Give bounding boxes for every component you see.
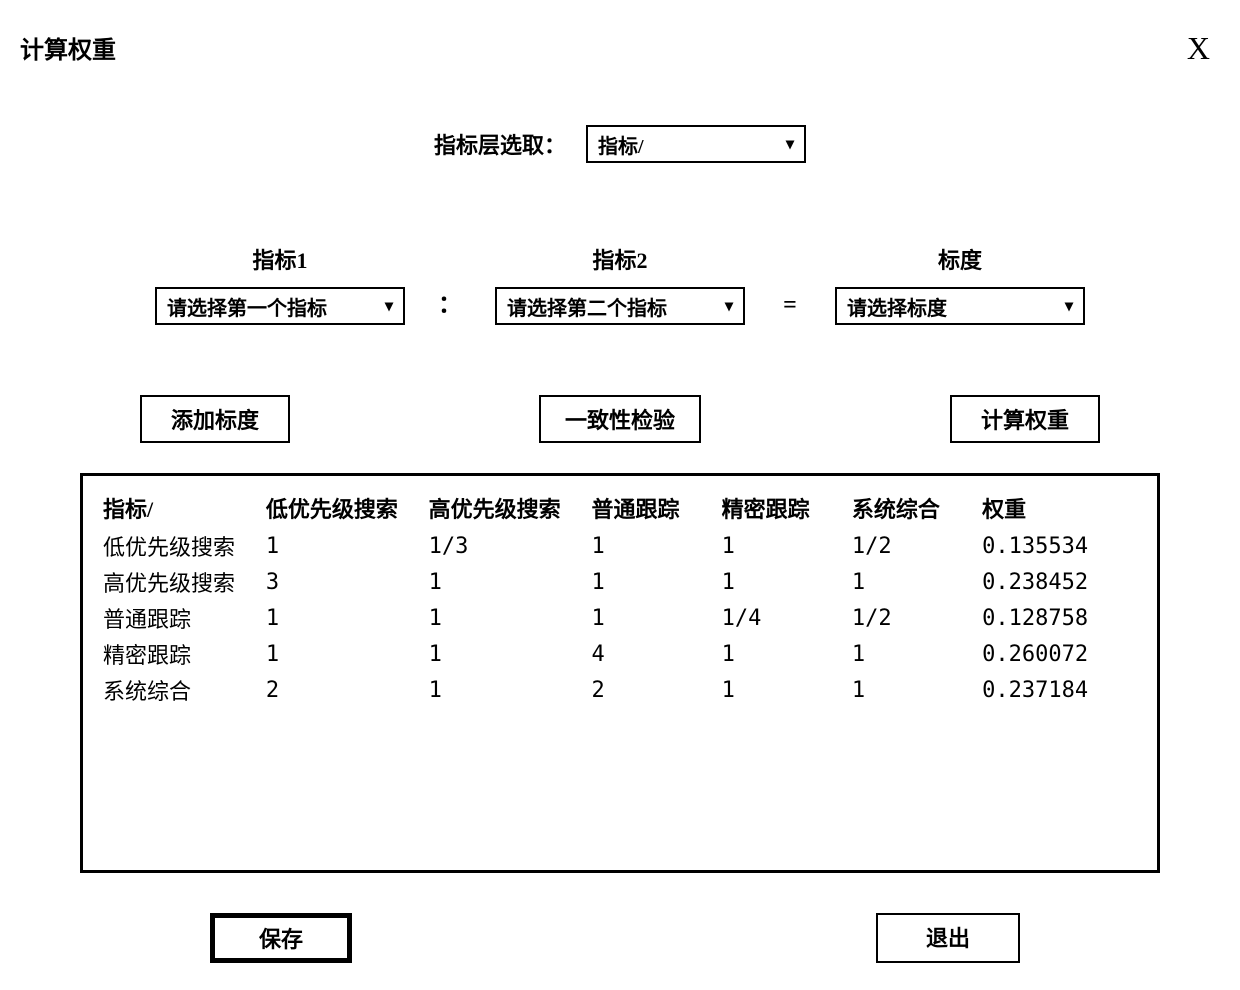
chevron-down-icon: ▾ — [786, 134, 794, 154]
table-cell: 低优先级搜索 — [99, 528, 262, 564]
table-cell: 1 — [425, 672, 588, 708]
indicator2-header: 指标2 — [592, 243, 647, 275]
indicator2-dropdown[interactable]: 请选择第二个指标 ▾ — [495, 287, 745, 325]
equals-symbol: = — [775, 292, 805, 325]
table-cell: 1 — [718, 564, 848, 600]
table-cell: 3 — [262, 564, 425, 600]
indicator2-col: 指标2 请选择第二个指标 ▾ — [495, 243, 745, 325]
table-header-row: 指标/低优先级搜索高优先级搜索普通跟踪精密跟踪系统综合权重 — [99, 488, 1141, 528]
table-header-cell: 指标/ — [99, 488, 262, 528]
table-cell: 高优先级搜索 — [99, 564, 262, 600]
table-cell: 1 — [425, 564, 588, 600]
table-cell: 1/4 — [718, 600, 848, 636]
table-header-cell: 高优先级搜索 — [425, 488, 588, 528]
indicator1-placeholder: 请选择第一个指标 — [167, 292, 327, 321]
table-cell: 1 — [718, 672, 848, 708]
table-cell: 1 — [718, 636, 848, 672]
table-cell: 2 — [587, 672, 717, 708]
table-row: 系统综合212110.237184 — [99, 672, 1141, 708]
consistency-check-button[interactable]: 一致性检验 — [539, 395, 701, 443]
calc-weight-button[interactable]: 计算权重 — [950, 395, 1100, 443]
indicator1-dropdown[interactable]: 请选择第一个指标 ▾ — [155, 287, 405, 325]
table-cell: 精密跟踪 — [99, 636, 262, 672]
table-cell: 1/2 — [848, 600, 978, 636]
colon-symbol: ： — [435, 284, 465, 325]
table-cell: 1/3 — [425, 528, 588, 564]
table-header-cell: 精密跟踪 — [718, 488, 848, 528]
layer-select-row: 指标层选取： 指标/ ▾ — [20, 125, 1220, 163]
table-cell: 1 — [262, 636, 425, 672]
chevron-down-icon: ▾ — [1065, 296, 1073, 316]
chevron-down-icon: ▾ — [725, 296, 733, 316]
weight-table: 指标/低优先级搜索高优先级搜索普通跟踪精密跟踪系统综合权重 低优先级搜索11/3… — [99, 488, 1141, 708]
action-row: 添加标度 一致性检验 计算权重 — [20, 395, 1220, 443]
table-cell: 1 — [587, 564, 717, 600]
table-cell: 1 — [848, 564, 978, 600]
table-cell: 1 — [587, 528, 717, 564]
table-cell: 0.128758 — [978, 600, 1141, 636]
indicator1-col: 指标1 请选择第一个指标 ▾ — [155, 243, 405, 325]
table-row: 高优先级搜索311110.238452 — [99, 564, 1141, 600]
table-cell: 1 — [425, 636, 588, 672]
table-cell: 1 — [262, 528, 425, 564]
table-header-cell: 低优先级搜索 — [262, 488, 425, 528]
close-icon[interactable]: X — [1187, 32, 1220, 64]
table-cell: 普通跟踪 — [99, 600, 262, 636]
bottom-row: 保存 退出 — [20, 913, 1220, 963]
exit-button[interactable]: 退出 — [876, 913, 1020, 963]
table-body: 低优先级搜索11/3111/20.135534高优先级搜索311110.2384… — [99, 528, 1141, 708]
table-header-cell: 普通跟踪 — [587, 488, 717, 528]
table-cell: 0.238452 — [978, 564, 1141, 600]
chevron-down-icon: ▾ — [385, 296, 393, 316]
table-cell: 1 — [587, 600, 717, 636]
table-row: 普通跟踪1111/41/20.128758 — [99, 600, 1141, 636]
table-cell: 1 — [262, 600, 425, 636]
scale-placeholder: 请选择标度 — [847, 292, 947, 321]
table-cell: 0.237184 — [978, 672, 1141, 708]
add-scale-button[interactable]: 添加标度 — [140, 395, 290, 443]
scale-dropdown[interactable]: 请选择标度 ▾ — [835, 287, 1085, 325]
table-cell: 1 — [848, 672, 978, 708]
table-cell: 0.135534 — [978, 528, 1141, 564]
table-cell: 0.260072 — [978, 636, 1141, 672]
table-row: 精密跟踪114110.260072 — [99, 636, 1141, 672]
save-button[interactable]: 保存 — [210, 913, 352, 963]
table-cell: 2 — [262, 672, 425, 708]
table-header-cell: 权重 — [978, 488, 1141, 528]
dialog-title: 计算权重 — [20, 30, 116, 65]
indicator2-placeholder: 请选择第二个指标 — [507, 292, 667, 321]
table-cell: 系统综合 — [99, 672, 262, 708]
layer-select-label: 指标层选取： — [434, 128, 566, 160]
table-cell: 1 — [425, 600, 588, 636]
table-row: 低优先级搜索11/3111/20.135534 — [99, 528, 1141, 564]
table-cell: 4 — [587, 636, 717, 672]
data-panel: 指标/低优先级搜索高优先级搜索普通跟踪精密跟踪系统综合权重 低优先级搜索11/3… — [80, 473, 1160, 873]
scale-col: 标度 请选择标度 ▾ — [835, 243, 1085, 325]
title-bar: 计算权重 X — [20, 30, 1220, 65]
indicator1-header: 指标1 — [252, 243, 307, 275]
table-cell: 1 — [718, 528, 848, 564]
table-cell: 1 — [848, 636, 978, 672]
layer-select-value: 指标/ — [598, 130, 644, 159]
selectors-row: 指标1 请选择第一个指标 ▾ ： 指标2 请选择第二个指标 ▾ = 标度 请选择… — [20, 243, 1220, 325]
scale-header: 标度 — [938, 243, 982, 275]
table-cell: 1/2 — [848, 528, 978, 564]
layer-select-dropdown[interactable]: 指标/ ▾ — [586, 125, 806, 163]
table-header-cell: 系统综合 — [848, 488, 978, 528]
